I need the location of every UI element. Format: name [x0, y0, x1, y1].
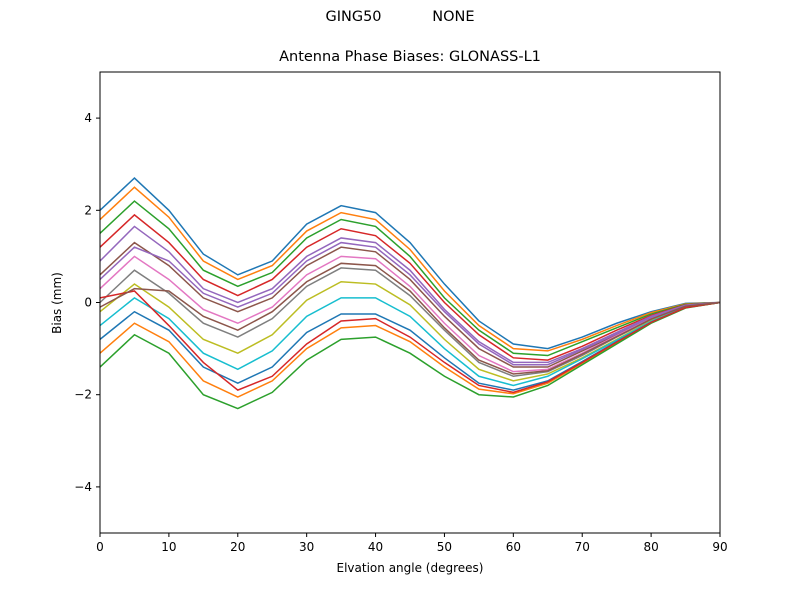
series-line-s07 [99, 255, 721, 373]
series-line-s15 [99, 241, 721, 366]
x-tick-label: 90 [712, 540, 727, 554]
x-axis-label: Elvation angle (degrees) [336, 561, 484, 575]
series-line-s10 [99, 296, 721, 387]
series-line-s04 [99, 213, 721, 361]
y-tick-label: −4 [74, 480, 92, 494]
x-tick-label: 10 [161, 540, 176, 554]
series-line-s02 [99, 186, 721, 352]
y-tick-label: 0 [84, 296, 92, 310]
x-tick-label: 80 [643, 540, 658, 554]
y-tick-label: 4 [84, 111, 92, 125]
x-tick-label: 30 [299, 540, 314, 554]
x-tick-label: 70 [575, 540, 590, 554]
series-line-s03 [99, 200, 721, 357]
axes-frame: 0 10 20 30 40 50 60 70 80 90 −4 −2 0 2 4 [74, 71, 728, 554]
axes-border [99, 71, 721, 534]
chart-title: Antenna Phase Biases: GLONASS-L1 [279, 49, 541, 65]
series-line-s13 [99, 301, 721, 410]
series-line-s06 [99, 241, 721, 368]
x-tick-label: 50 [437, 540, 452, 554]
series-line-s05 [99, 225, 721, 364]
series-line-s09 [99, 280, 721, 382]
series-line-s16 [99, 262, 721, 375]
data-lines [99, 177, 721, 410]
series-line-s12 [99, 301, 721, 398]
x-tick-label: 40 [368, 540, 383, 554]
series-line-s14 [99, 290, 721, 394]
figure-suptitle: GING50 NONE [325, 9, 475, 25]
series-line-s01 [99, 177, 721, 350]
x-tick-label: 0 [96, 540, 104, 554]
y-tick-label: 2 [84, 203, 92, 217]
x-tick-label: 60 [506, 540, 521, 554]
y-tick-label: −2 [74, 388, 92, 402]
x-tick-label: 20 [230, 540, 245, 554]
